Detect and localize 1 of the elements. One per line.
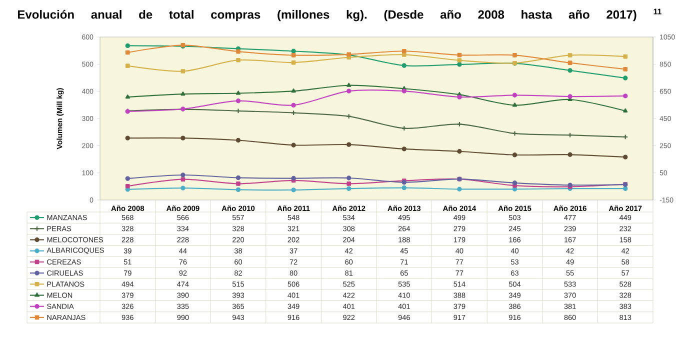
chart-title: Evolución anual de total compras (millones kg). (Desde año 2008 hasta año 2017) $^{11}$: [18, 8, 662, 22]
